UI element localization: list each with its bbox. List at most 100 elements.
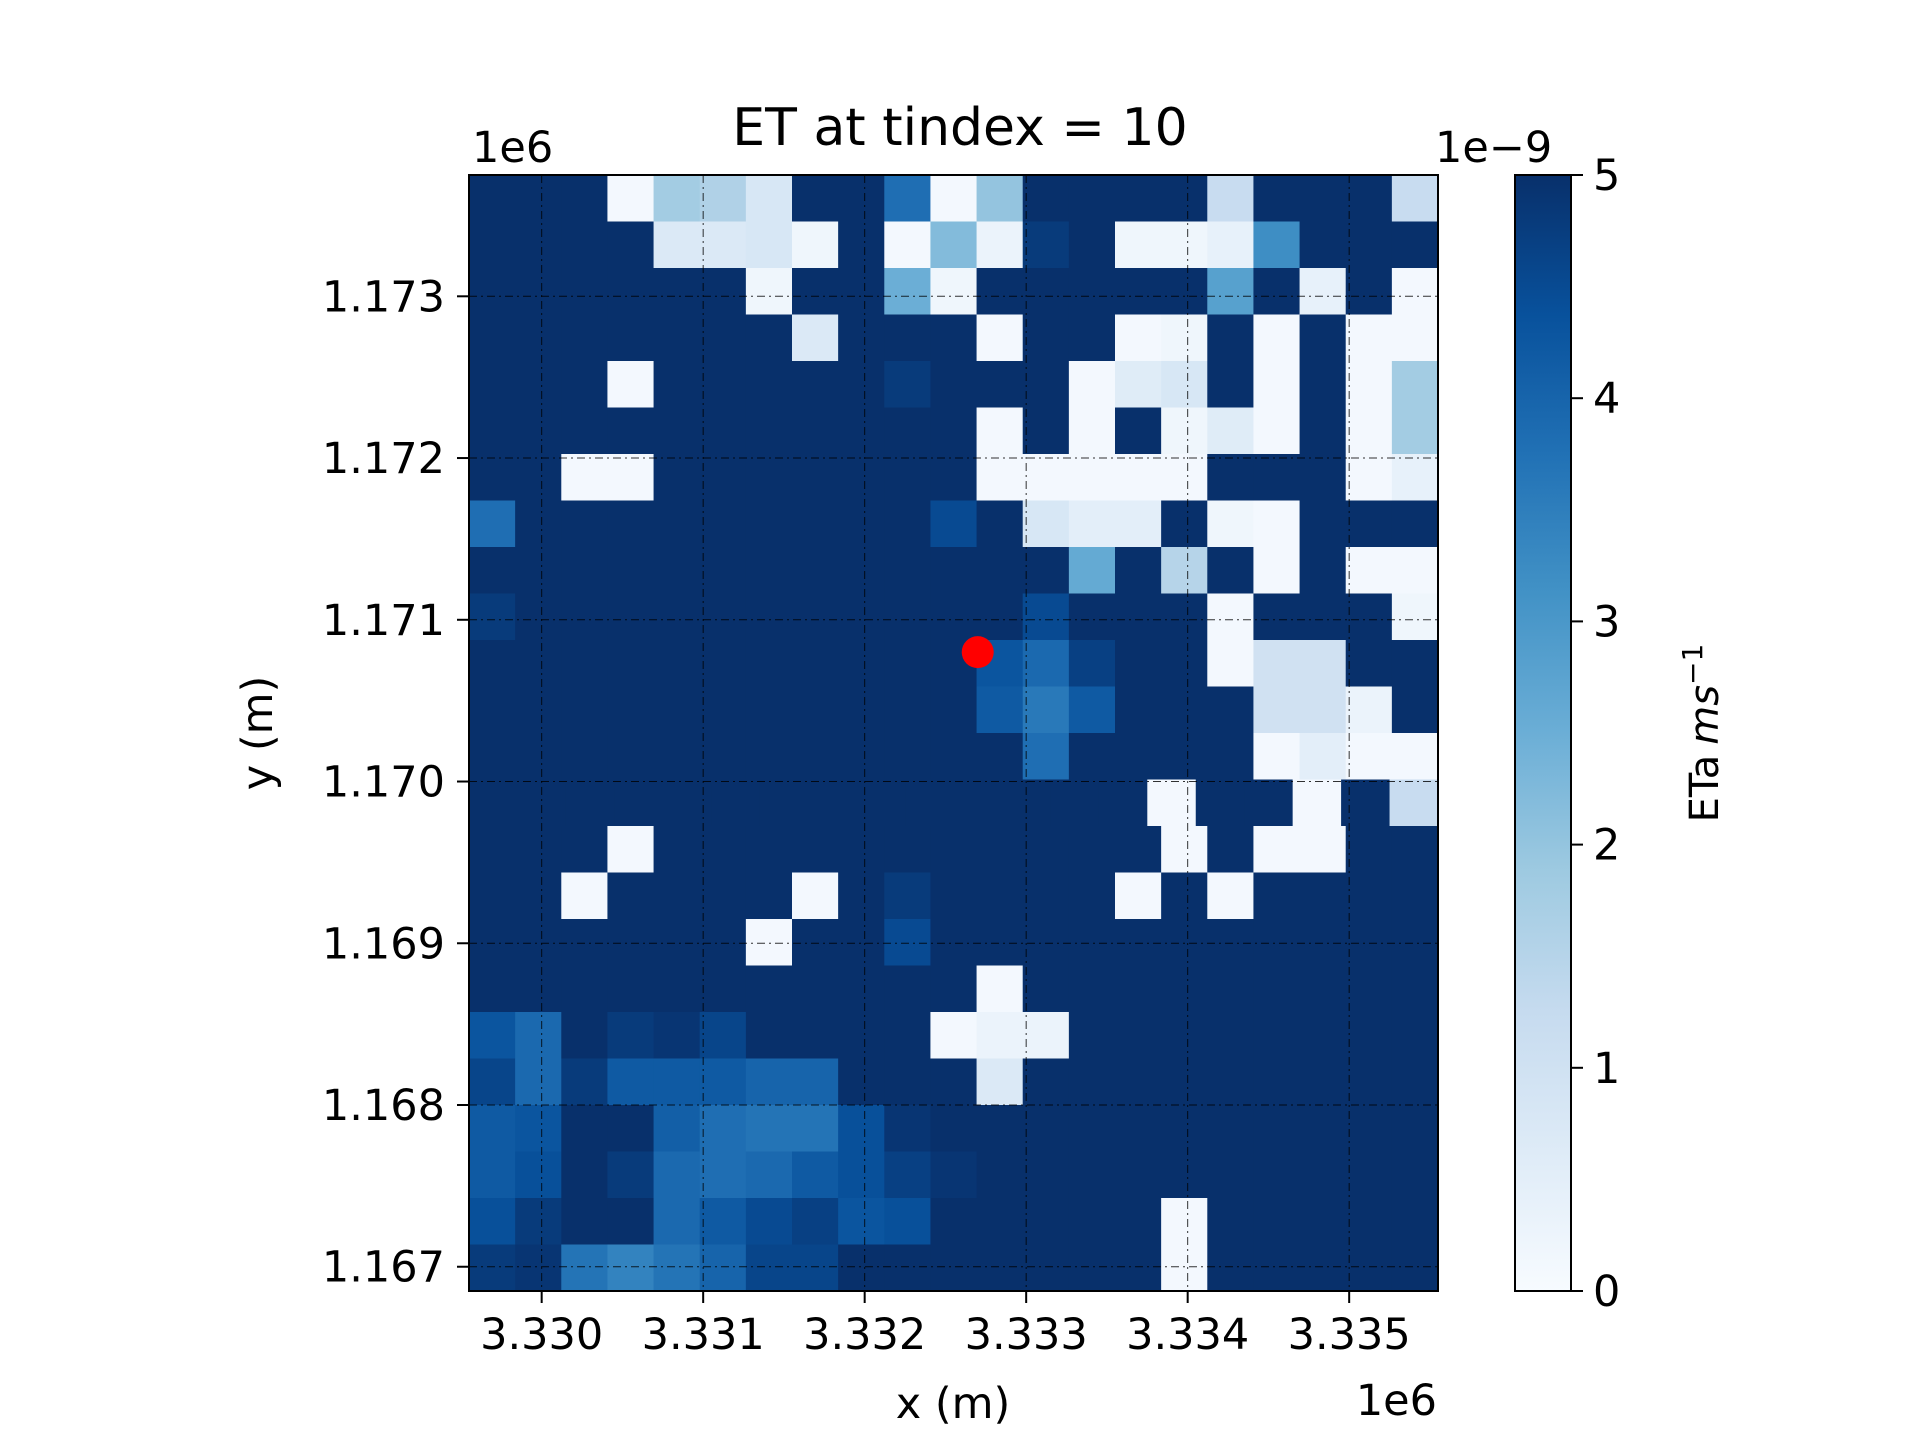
heatmap-cell (792, 1151, 839, 1199)
heatmap-cell (1161, 733, 1208, 781)
heatmap-cell (884, 593, 932, 641)
heatmap-cell (976, 1105, 1024, 1153)
heatmap-cell (1345, 175, 1393, 223)
heatmap-cell (699, 1105, 747, 1153)
colorbar-label-unit: ms (1682, 685, 1728, 745)
heatmap-cell (1207, 1198, 1255, 1246)
heatmap-cell (699, 361, 747, 409)
heatmap-cell (745, 593, 793, 641)
heatmap-cell (607, 1244, 655, 1292)
heatmap-cell (561, 686, 609, 734)
x-axis: 3.330 3.331 3.332 3.333 3.334 3.335 (480, 1291, 1411, 1360)
heatmap-cell (561, 454, 609, 502)
heatmap-cell (614, 779, 664, 827)
heatmap-cell (792, 686, 839, 734)
heatmap-cell (469, 547, 516, 595)
heatmap-cell (884, 268, 932, 316)
heatmap-cell (930, 1105, 978, 1153)
heatmap-cell (838, 454, 885, 502)
heatmap-cell (1022, 1058, 1070, 1106)
heatmap-cell (1068, 733, 1116, 781)
heatmap-cell (745, 1105, 793, 1153)
heatmap-cell (1299, 1012, 1347, 1060)
heatmap-cell (1022, 407, 1070, 455)
heatmap-cell (1115, 175, 1162, 223)
heatmap-cell (607, 175, 655, 223)
heatmap-cell (607, 361, 655, 409)
heatmap-cell (1207, 1244, 1255, 1292)
heatmap-cell (561, 175, 609, 223)
heatmap-cell (469, 314, 516, 362)
heatmap-cell (1299, 500, 1347, 548)
heatmap-cell (838, 314, 885, 362)
heatmap-cell (745, 1058, 793, 1106)
heatmap-cell (884, 547, 932, 595)
heatmap-cell (1068, 872, 1116, 920)
y-tick-label: 1.167 (322, 1243, 445, 1293)
heatmap-cell (1115, 1151, 1162, 1199)
heatmap-cell (607, 1151, 655, 1199)
heatmap-cell (699, 686, 747, 734)
heatmap-cell (1161, 454, 1208, 502)
heatmap-cell (1068, 547, 1116, 595)
heatmap-cell (1345, 1198, 1393, 1246)
heatmap-cell (745, 407, 793, 455)
heatmap-cell (1391, 454, 1439, 502)
heatmap-cell (792, 640, 839, 688)
heatmap-cell (884, 314, 932, 362)
heatmap-cell (792, 1105, 839, 1153)
heatmap-cell (561, 314, 609, 362)
heatmap-cell (930, 1151, 978, 1199)
heatmap-cell (1115, 640, 1162, 688)
heatmap-cell (1068, 175, 1116, 223)
heatmap-cell (930, 1058, 978, 1106)
heatmap-cell (1022, 1012, 1070, 1060)
heatmap-cell (1207, 872, 1255, 920)
heatmap-cell (1391, 593, 1439, 641)
heatmap-cell (1299, 454, 1347, 502)
heatmap-cell (1345, 407, 1393, 455)
heatmap-cell (1253, 1058, 1301, 1106)
heatmap-cell (976, 500, 1024, 548)
heatmap-cell (884, 965, 932, 1013)
heatmap-cell (469, 221, 516, 269)
heatmap-cell (1299, 965, 1347, 1013)
heatmap-cell (699, 1012, 747, 1060)
heatmap-cell (1253, 593, 1301, 641)
y-tick-label: 1.169 (322, 919, 445, 969)
colorbar-ticks: 0 1 2 3 4 5 (1571, 151, 1620, 1317)
heatmap-cell (745, 314, 793, 362)
heatmap-cell (561, 919, 609, 967)
heatmap-cell (976, 407, 1024, 455)
heatmap-cell (561, 221, 609, 269)
heatmap-cell (930, 593, 978, 641)
heatmap-cell (1207, 547, 1255, 595)
heatmap-cell (884, 407, 932, 455)
heatmap-cell (838, 965, 885, 1013)
heatmap-cell (1253, 965, 1301, 1013)
heatmap-cell (745, 919, 793, 967)
colorbar-tick-label: 0 (1593, 1267, 1620, 1317)
heatmap-cell (561, 268, 609, 316)
heatmap-cell (976, 547, 1024, 595)
heatmap-cell (469, 640, 516, 688)
heatmap-cell (745, 1012, 793, 1060)
heatmap-cell (745, 826, 793, 874)
heatmap-cell (515, 1244, 562, 1292)
heatmap-cell (976, 686, 1024, 734)
heatmap-cell (792, 314, 839, 362)
heatmap-cell (607, 454, 655, 502)
heatmap-cell (1161, 1012, 1208, 1060)
heatmap-cell (653, 361, 701, 409)
heatmap-cell (792, 407, 839, 455)
heatmap-cell (930, 1012, 978, 1060)
heatmap-cell (1345, 686, 1393, 734)
heatmap-cell (653, 1198, 701, 1246)
heatmap-cell (1022, 1198, 1070, 1246)
heatmap-cell (1391, 733, 1439, 781)
heatmap-cell (1207, 965, 1255, 1013)
heatmap-cell (561, 407, 609, 455)
heatmap-cell (699, 872, 747, 920)
heatmap-cell (1068, 454, 1116, 502)
heatmap-cell (1115, 826, 1162, 874)
